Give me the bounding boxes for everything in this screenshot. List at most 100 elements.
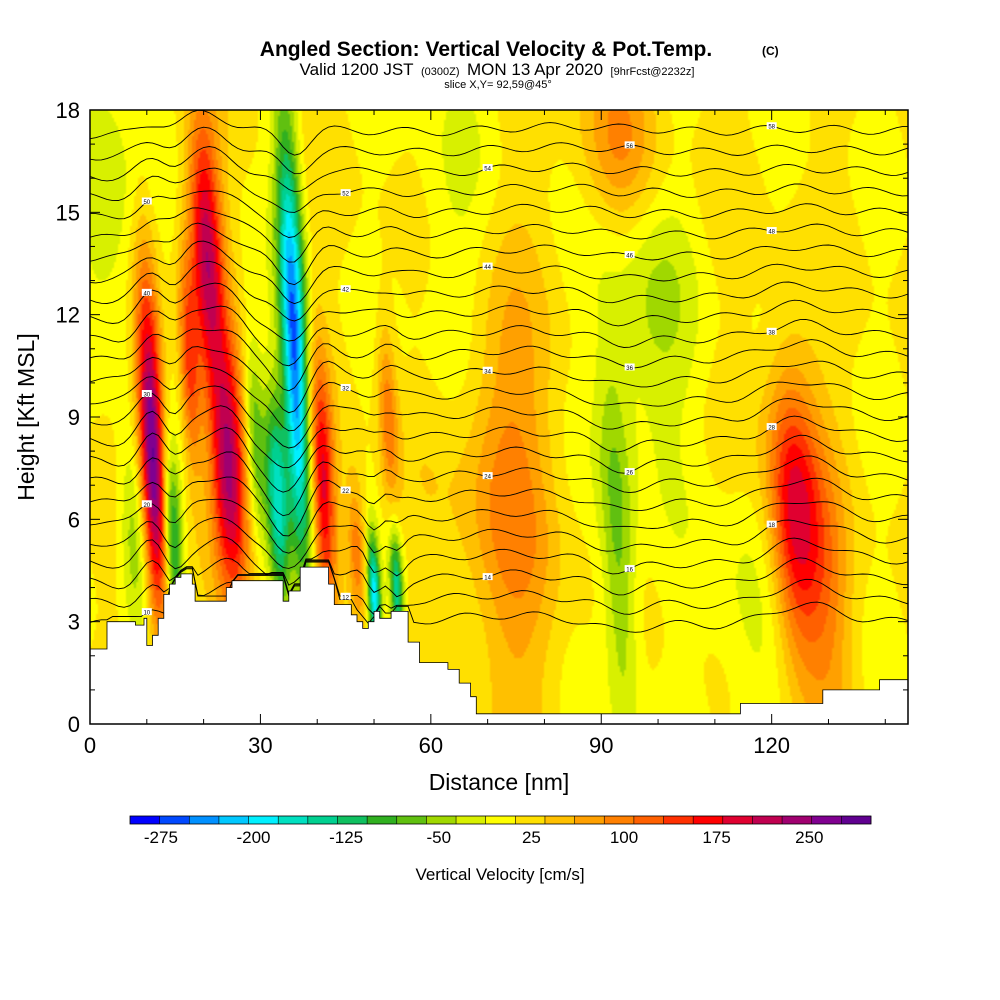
theta-contour-label: 40 — [143, 291, 150, 297]
theta-contour-label: 12 — [342, 595, 349, 601]
subtitle-forecast: [9hrFcst@2232z] — [611, 66, 695, 78]
theta-contour-line — [90, 560, 908, 616]
x-tick-label: 60 — [419, 733, 443, 758]
y-tick-label: 0 — [68, 712, 80, 737]
theta-contour-label: 14 — [484, 576, 491, 582]
theta-contour-line — [90, 557, 908, 598]
colorbar-swatch — [515, 816, 546, 824]
theta-contour-line — [90, 282, 908, 342]
x-tick-label: 120 — [753, 733, 790, 758]
y-tick-label: 6 — [68, 507, 80, 532]
theta-contour-line — [90, 427, 908, 493]
theta-contour-label: 50 — [143, 200, 150, 206]
theta-label-bg — [141, 197, 152, 205]
x-tick-label: 30 — [248, 733, 272, 758]
colorbar-swatch — [693, 816, 724, 824]
colorbar-swatch — [337, 816, 368, 824]
theta-contour-line — [90, 167, 908, 213]
colorbar — [129, 815, 872, 825]
colorbar-swatch — [604, 816, 635, 824]
theta-contour-line — [90, 146, 908, 193]
theta-label-bg — [141, 390, 152, 398]
theta-contour-line — [90, 328, 908, 392]
theta-label-bg — [340, 592, 351, 600]
colorbar-swatch — [752, 816, 783, 824]
subtitle-valid: Valid 1200 JST — [300, 60, 414, 79]
colorbar-swatch — [278, 816, 309, 824]
colorbar-tick-label: -50 — [427, 828, 452, 847]
theta-label-bg — [624, 363, 635, 371]
colorbar-swatch — [396, 816, 427, 824]
theta-label-bg — [766, 122, 777, 130]
theta-contour-line — [90, 222, 908, 286]
theta-contour-label: 18 — [768, 523, 775, 529]
colorbar-swatch — [426, 816, 457, 824]
colorbar-tick-label: 25 — [522, 828, 541, 847]
slice-info: slice X,Y= 92,59@45° — [444, 79, 552, 91]
x-axis: 0 30 60 90 120 — [84, 110, 886, 758]
theta-label-bg — [340, 486, 351, 494]
y-axis-label: Height [Kft MSL] — [13, 333, 39, 500]
theta-contour-line — [90, 260, 908, 322]
theta-label-bg — [624, 565, 635, 573]
chart-subtitle: Valid 1200 JST (0300Z) MON 13 Apr 2020 [… — [300, 60, 695, 79]
colorbar-swatch — [367, 816, 398, 824]
colorbar-swatch — [189, 816, 220, 824]
theta-contour-line — [90, 476, 908, 537]
colorbar-tick-label: -125 — [329, 828, 363, 847]
colorbar-swatch — [485, 816, 516, 824]
colorbar-tick-label: 175 — [702, 828, 730, 847]
theta-contour-label: 28 — [768, 426, 775, 432]
theta-label-bg — [482, 573, 493, 581]
theta-contour-label: 20 — [143, 503, 150, 509]
theta-label-bg — [766, 227, 777, 235]
colorbar-swatch — [544, 816, 575, 824]
x-axis-label: Distance [nm] — [429, 769, 570, 795]
theta-contour-line — [90, 451, 908, 517]
theta-contour-label: 48 — [768, 230, 775, 236]
colorbar-tick-label: -275 — [144, 828, 178, 847]
terrain-mask — [90, 566, 908, 724]
theta-contour-label: 24 — [484, 475, 491, 481]
theta-contour-line — [90, 498, 908, 554]
theta-label-bg — [141, 288, 152, 296]
colorbar-swatch — [663, 816, 694, 824]
colorbar-ticks: -275 -200 -125 -50 25 100 175 250 — [144, 828, 824, 847]
theta-contour-label: 32 — [342, 386, 349, 392]
subtitle-utc: (0300Z) — [421, 66, 460, 78]
colorbar-frame — [129, 815, 872, 825]
theta-label-bg — [340, 383, 351, 391]
theta-label-bg — [340, 189, 351, 197]
theta-label-bg — [482, 262, 493, 270]
colorbar-swatch — [130, 816, 160, 824]
plot-area: 10 12 14 16 18 20 22 24 26 28 30 32 34 36 38 40 42 44 46 48… — [90, 110, 908, 724]
colorbar-swatch — [456, 816, 486, 824]
theta-label-bg — [141, 608, 152, 616]
theta-contour-line — [90, 126, 908, 175]
theta-contour-line — [90, 346, 908, 414]
chart-title-main: Angled Section: Vertical Velocity & Pot.… — [260, 38, 712, 61]
theta-label-bg — [482, 472, 493, 480]
theta-contour-label: 44 — [484, 265, 491, 271]
colorbar-tick-label: -200 — [236, 828, 270, 847]
colorbar-tick-label: 100 — [610, 828, 638, 847]
theta-contour-label: 56 — [626, 144, 633, 150]
theta-label-bg — [766, 327, 777, 335]
theta-contour-line — [90, 240, 908, 305]
theta-label-bg — [482, 366, 493, 374]
colorbar-swatch — [841, 816, 872, 824]
theta-contour-label: 34 — [484, 369, 491, 375]
chart-title-unit: (C) — [762, 44, 779, 58]
colorbar-label: Vertical Velocity [cm/s] — [415, 865, 584, 884]
theta-label-bg — [766, 520, 777, 528]
theta-contour-label: 42 — [342, 288, 349, 294]
theta-label-bg — [624, 251, 635, 259]
theta-contour-labels: 10 12 14 16 18 20 22 24 26 28 30 32 34 36 38 40 42 44 46 48… — [141, 122, 777, 617]
theta-contour-label: 30 — [143, 393, 150, 399]
theta-contour-label: 46 — [626, 254, 633, 260]
y-tick-label: 15 — [56, 200, 80, 225]
colorbar-swatch — [159, 816, 190, 824]
chart-title: Angled Section: Vertical Velocity & Pot.… — [260, 38, 712, 61]
theta-contour-label: 38 — [768, 330, 775, 336]
